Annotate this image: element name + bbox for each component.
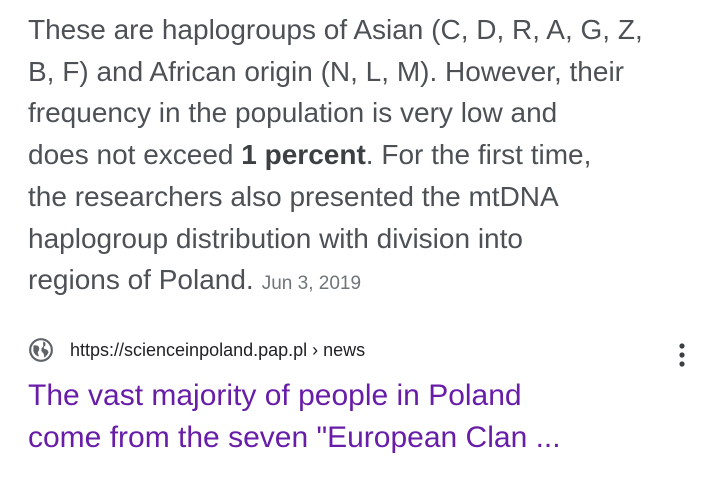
result-title[interactable]: The vast majority of people in Poland co… [28,375,561,459]
snippet: These are haplogroups of Asian (C, D, R,… [28,9,643,305]
snippet-text: does not exceed [28,139,242,171]
date: Jun 3, 2019 [261,273,362,295]
snippet-text: . For the first time, [365,139,592,171]
globe-icon [29,338,53,362]
snippet-bold: 1 percent [241,139,366,171]
title-line[interactable]: The vast majority of people in Poland [28,379,522,412]
snippet-line: frequency in the population is very low … [28,97,558,129]
result-url[interactable]: https://scienceinpoland.pap.pl › news [70,340,366,360]
snippet-line: haplogroup distribution with division in… [28,222,523,254]
more-options[interactable] [672,340,692,370]
snippet-line: does not exceed 1 percent. For the first… [28,134,643,176]
snippet-line: These are haplogroups of Asian (C, D, R,… [28,14,643,45]
title-line[interactable]: come from the seven "European Clan ... [28,421,561,454]
snippet-text: regions of Poland. [28,264,254,296]
snippet-line: regions of Poland. Jun 3, 2019 [28,259,643,305]
snippet-line: B, F) and African origin (N, L, M). Howe… [28,55,624,87]
snippet-line: the researchers also presented the mtDNA [28,180,559,212]
